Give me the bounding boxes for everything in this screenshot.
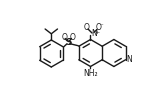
Text: O: O [61,33,67,42]
Text: ⁻: ⁻ [99,23,103,29]
Text: O: O [70,33,75,42]
Text: +: + [95,30,100,35]
Text: NH₂: NH₂ [83,69,98,78]
Text: O: O [95,24,101,33]
Text: N: N [126,55,132,64]
Text: N: N [91,29,97,38]
Text: S: S [65,38,72,47]
Text: O: O [83,23,89,32]
